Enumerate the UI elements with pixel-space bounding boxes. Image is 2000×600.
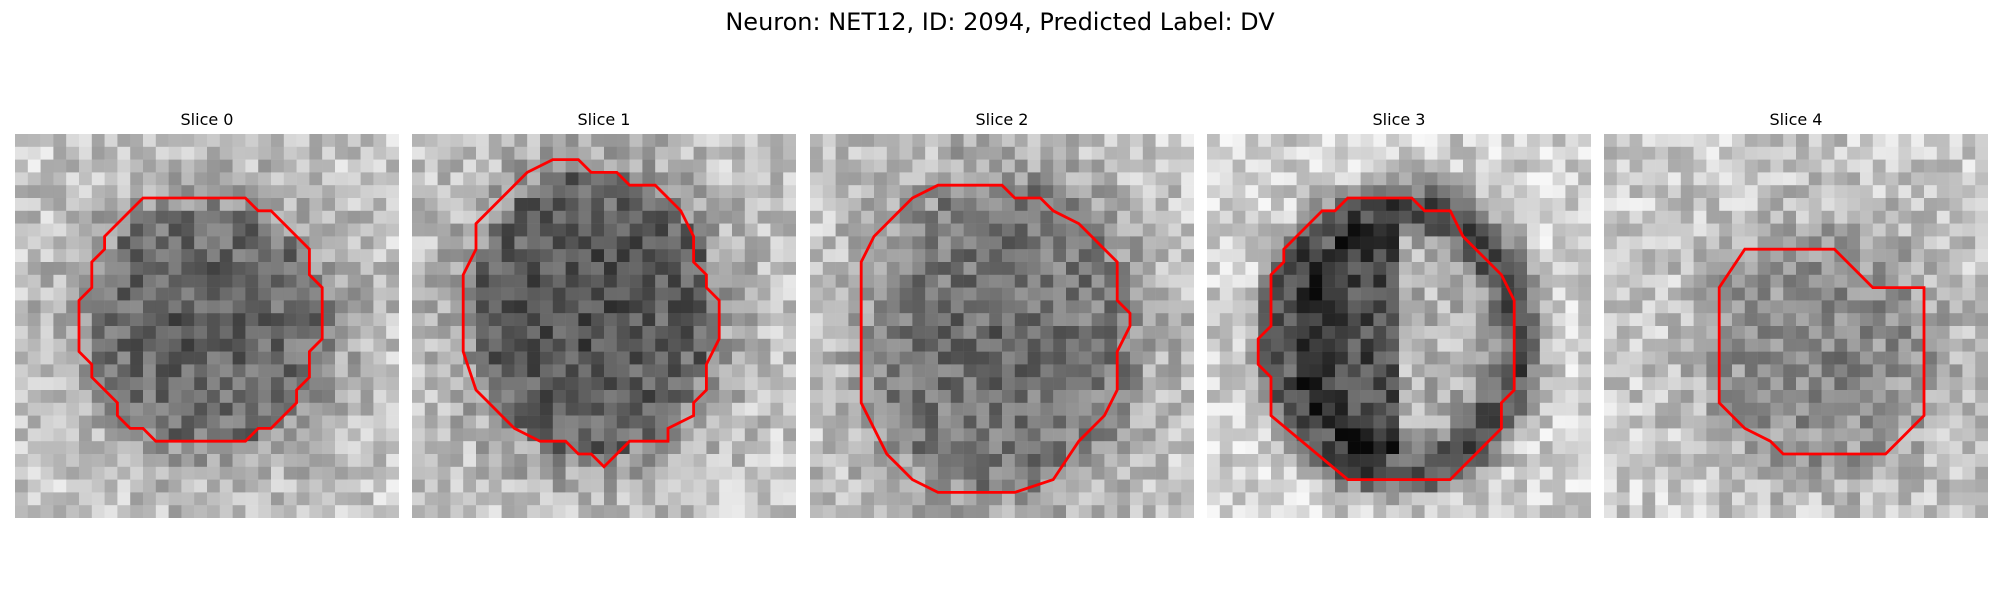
slice-image-4 [1604,134,1988,518]
slice-panel-4: Slice 4 [1604,106,1988,526]
slice-panel-2: Slice 2 [810,106,1194,526]
roi-contour-1 [461,158,721,469]
roi-contour-4 [1717,247,1926,456]
slice-image-1 [412,134,796,518]
slice-panel-3: Slice 3 [1207,106,1591,526]
slice-panel-0: Slice 0 [15,106,399,526]
figure-title: Neuron: NET12, ID: 2094, Predicted Label… [725,8,1275,36]
roi-contour-2 [859,183,1132,494]
roi-contour-0 [77,196,324,443]
slice-title-4: Slice 4 [1769,110,1823,129]
slice-panel-1: Slice 1 [412,106,796,526]
slice-title-0: Slice 0 [180,110,234,129]
slice-title-1: Slice 1 [577,110,631,129]
slice-title-3: Slice 3 [1372,110,1426,129]
slice-image-2 [810,134,1194,518]
slice-image-0 [15,134,399,518]
slice-image-3 [1207,134,1591,518]
roi-contour-3 [1256,196,1516,482]
slice-title-2: Slice 2 [975,110,1029,129]
